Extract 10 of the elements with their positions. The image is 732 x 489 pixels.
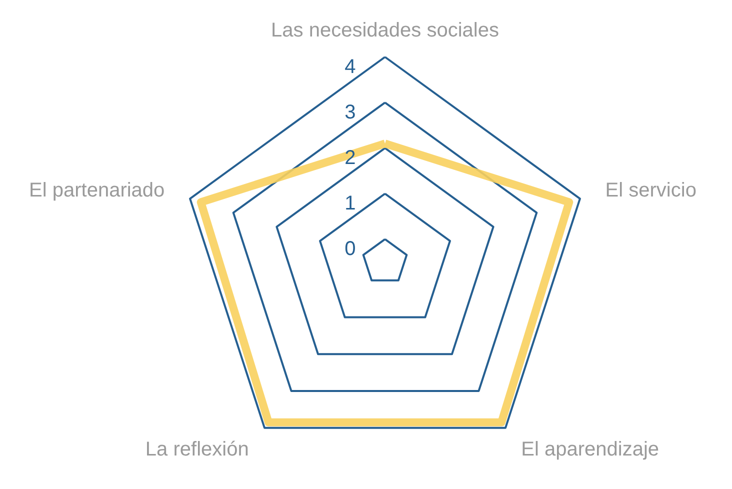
spoke-label: El servicio — [605, 179, 696, 202]
y-tick-label: 3 — [344, 102, 356, 124]
spoke-label: La reflexión — [145, 438, 249, 460]
y-tick-label: 4 — [344, 56, 356, 78]
y-tick-label: 0 — [344, 238, 356, 260]
spoke-label: El partenariado — [29, 179, 165, 202]
y-tick-label: 1 — [344, 192, 356, 215]
spoke-label: Las necesidades sociales — [271, 19, 499, 42]
spoke-label: El aparendizaje — [521, 438, 660, 460]
y-tick-label: 2 — [344, 147, 356, 170]
